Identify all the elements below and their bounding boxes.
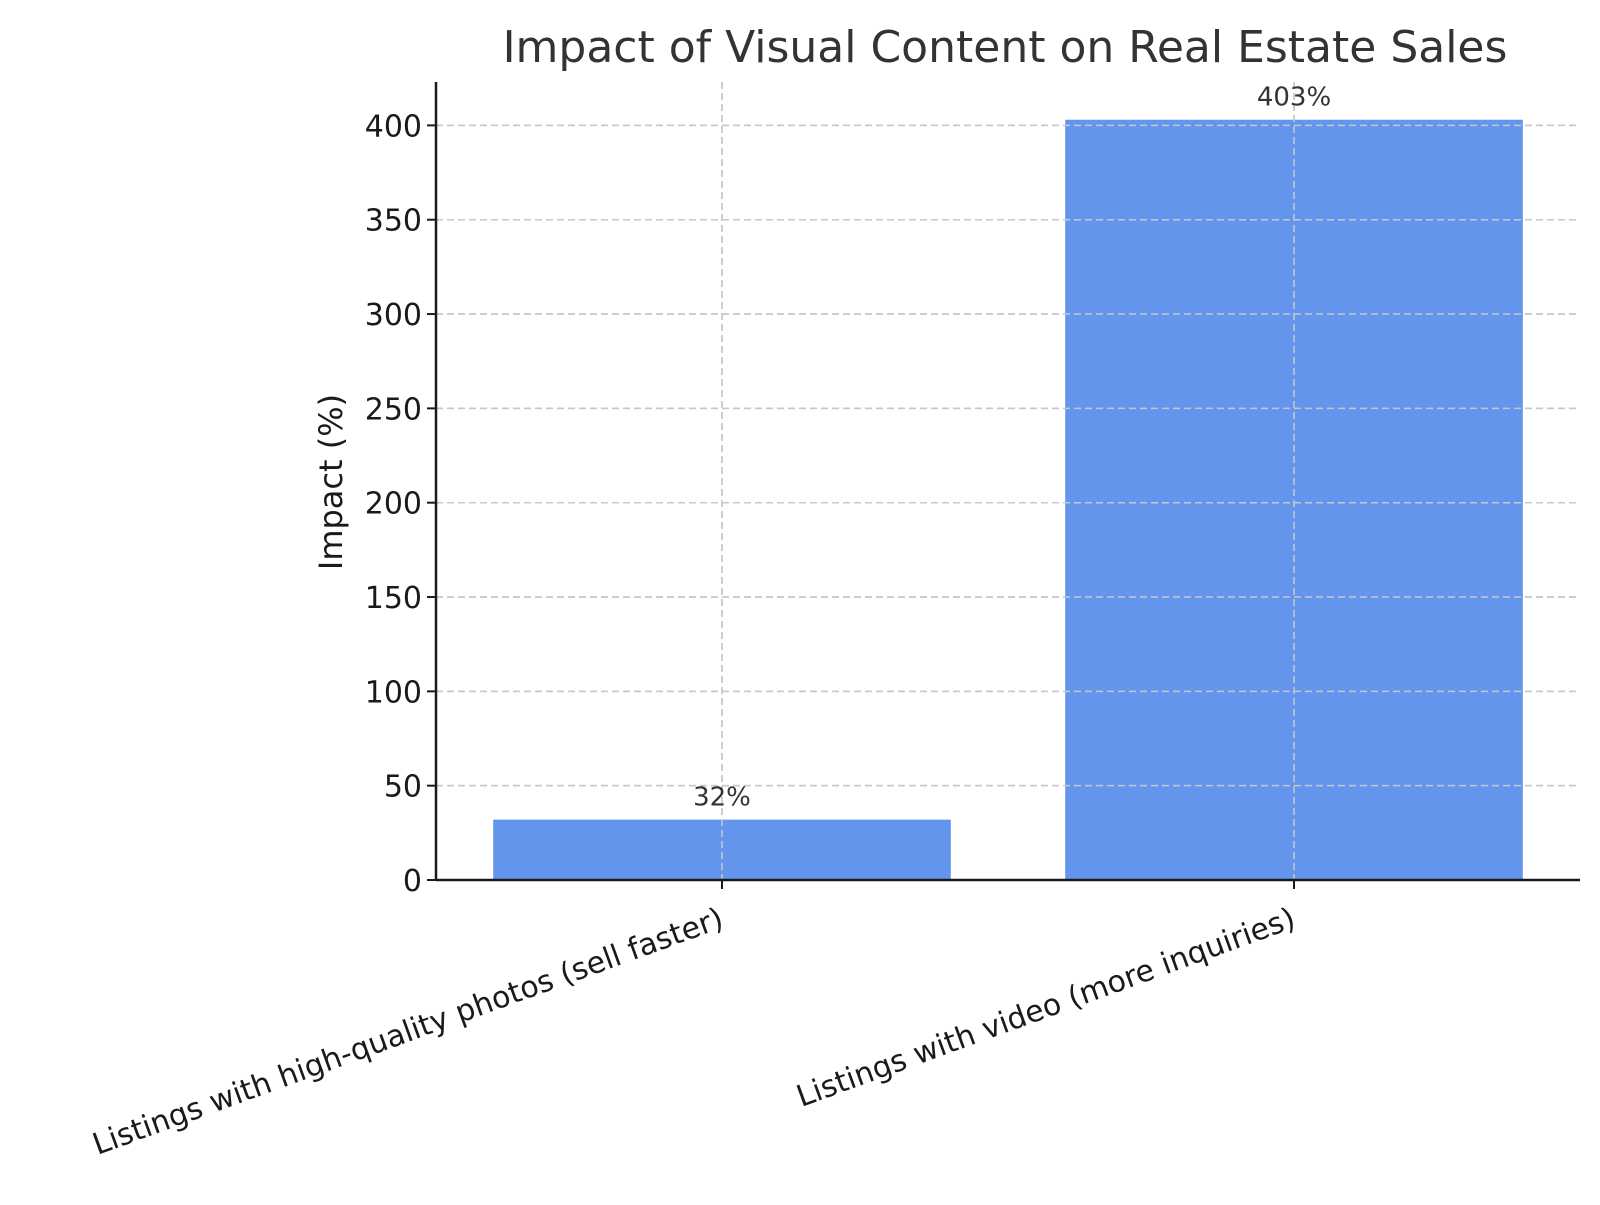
chart-title: Impact of Visual Content on Real Estate …: [503, 22, 1508, 73]
y-tick-label: 200: [365, 487, 422, 522]
bar-value-label: 403%: [1257, 83, 1331, 113]
x-category-label: Listings with video (more inquiries): [792, 901, 1300, 1114]
y-tick-label: 100: [365, 675, 422, 710]
axes: [427, 82, 1580, 889]
y-tick-label: 150: [365, 581, 422, 616]
y-axis-label: Impact (%): [312, 394, 350, 570]
x-category-label: Listings with high-quality photos (sell …: [88, 901, 728, 1162]
bar-value-label: 32%: [693, 783, 751, 813]
y-tick-label: 400: [365, 109, 422, 144]
y-tick-label: 300: [365, 298, 422, 333]
y-tick-label: 50: [384, 770, 422, 805]
y-tick-label: 0: [403, 864, 422, 899]
y-tick-label: 250: [365, 392, 422, 427]
y-tick-label: 350: [365, 204, 422, 239]
bar: [493, 819, 951, 880]
bars: [436, 82, 1580, 881]
